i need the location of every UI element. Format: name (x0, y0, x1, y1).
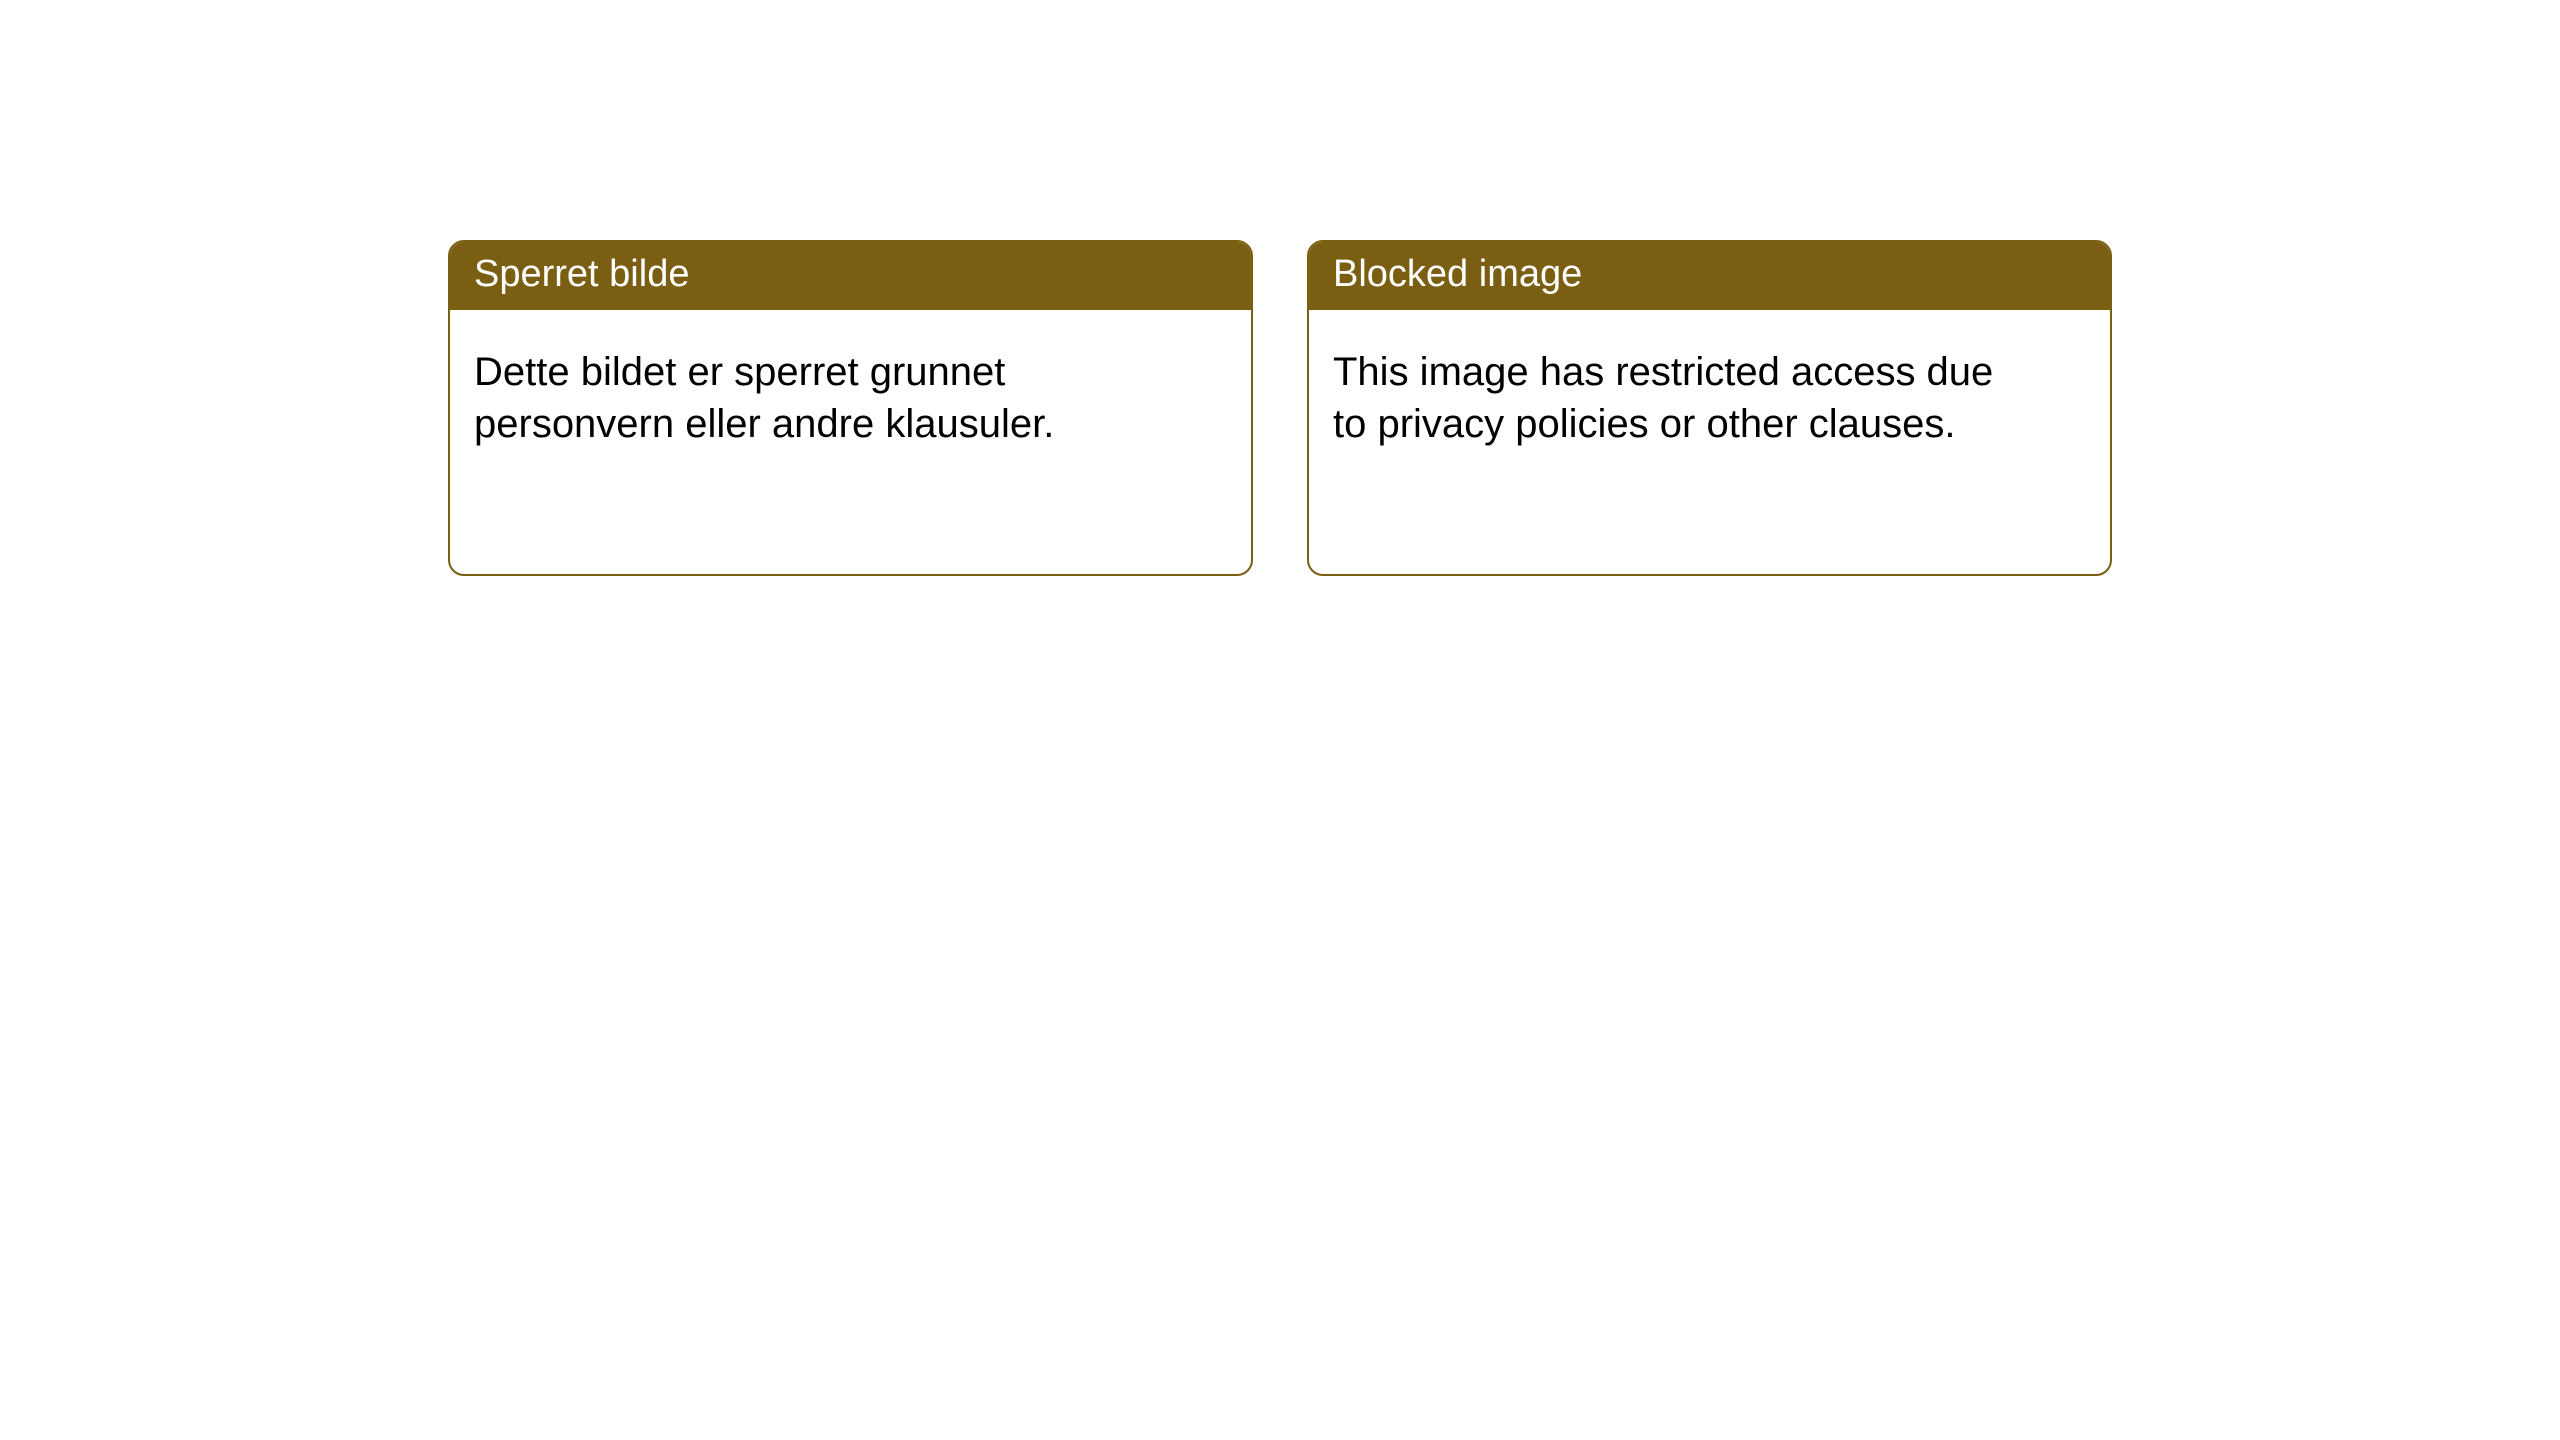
blocked-image-card-norwegian: Sperret bilde Dette bildet er sperret gr… (448, 240, 1253, 576)
blocked-image-notice-container: Sperret bilde Dette bildet er sperret gr… (448, 240, 2560, 576)
card-body-norwegian: Dette bildet er sperret grunnet personve… (450, 310, 1160, 476)
card-title-english: Blocked image (1309, 242, 2110, 310)
card-body-english: This image has restricted access due to … (1309, 310, 2019, 476)
card-title-norwegian: Sperret bilde (450, 242, 1251, 310)
blocked-image-card-english: Blocked image This image has restricted … (1307, 240, 2112, 576)
